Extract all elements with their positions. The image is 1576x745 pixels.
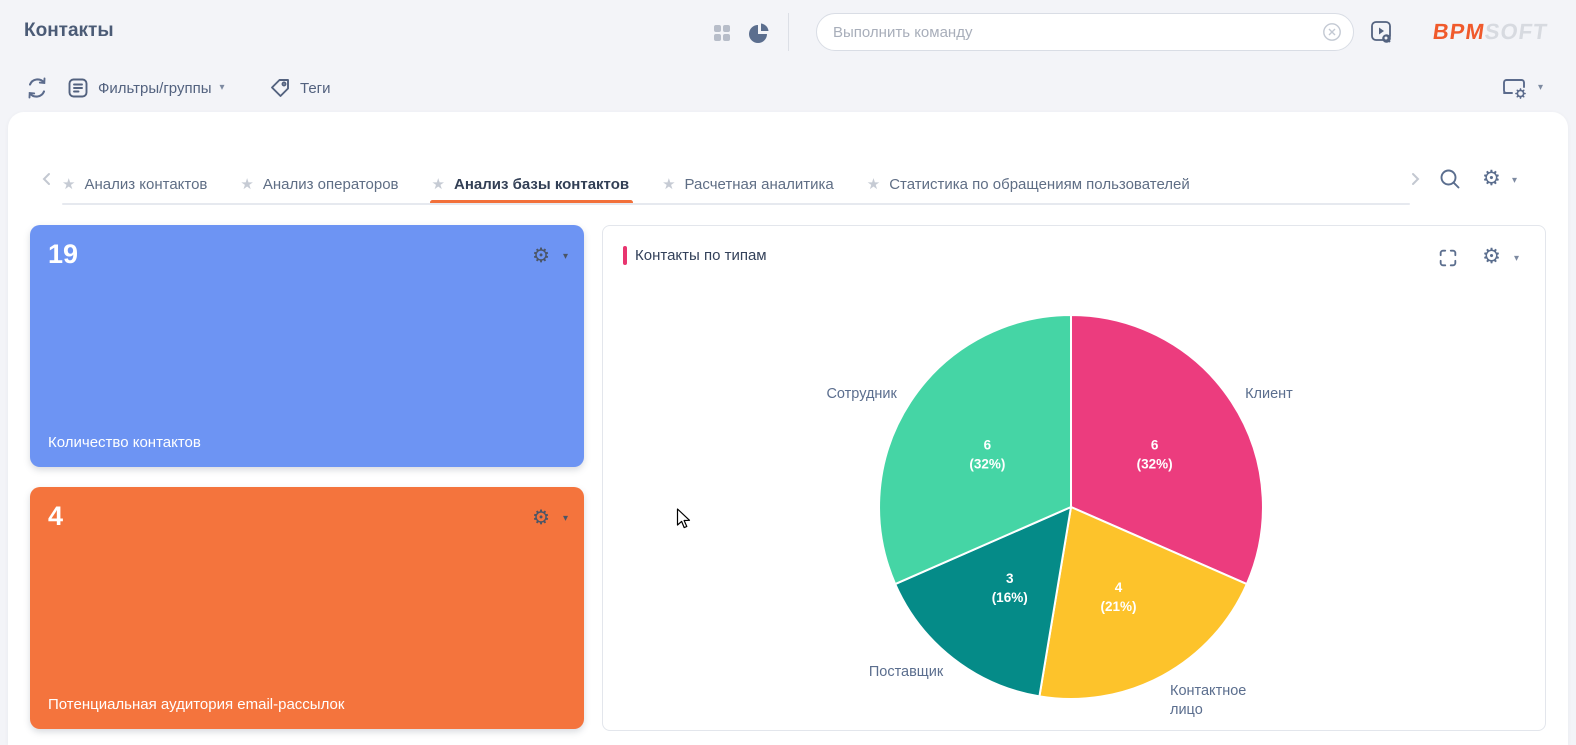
favorite-star-icon: ★ xyxy=(662,175,676,193)
favorite-star-icon: ★ xyxy=(866,175,881,193)
favorite-star-icon: ★ xyxy=(240,175,254,193)
tab-contacts-analysis[interactable]: ★ Анализ контактов xyxy=(62,164,207,205)
pie-slice-4[interactable] xyxy=(878,314,1072,586)
chevron-down-icon: ▾ xyxy=(219,82,225,93)
tag-icon xyxy=(268,76,292,100)
tags-label: Теги xyxy=(300,79,331,97)
refresh-glyph xyxy=(28,77,46,99)
pie-chart-view-icon[interactable] xyxy=(746,20,772,46)
pie-category-label: Поставщик xyxy=(869,664,944,680)
clear-command-icon[interactable] xyxy=(1321,21,1343,43)
pie-value-label: 6 (32%) xyxy=(1137,437,1173,471)
metric-label: Количество контактов xyxy=(48,434,201,451)
favorite-star-icon: ★ xyxy=(62,175,76,193)
view-settings-button[interactable]: ▾ xyxy=(1500,72,1543,104)
expand-glyph xyxy=(1439,249,1457,267)
tabs-scroll-right-icon[interactable] xyxy=(1406,170,1424,188)
grid-glyph xyxy=(714,25,730,41)
pie-category-label: Клиент xyxy=(1245,386,1293,402)
metric-card-contacts-count[interactable]: 19 ⚙ ▾ Количество контактов xyxy=(30,225,584,467)
chevron-down-icon: ▾ xyxy=(1538,82,1544,93)
mouse-cursor xyxy=(676,508,691,529)
metric-card-email-audience[interactable]: 4 ⚙ ▾ Потенциальная аудитория email-расс… xyxy=(30,487,584,729)
chart-settings-gear-icon[interactable]: ⚙ xyxy=(1482,244,1501,268)
pie-value-label: 3 (16%) xyxy=(992,571,1028,605)
chevron-left-glyph xyxy=(42,173,50,185)
tabs-underline-track xyxy=(62,203,1410,205)
chevron-right-glyph xyxy=(1412,173,1420,185)
tab-operators-analysis[interactable]: ★ Анализ операторов xyxy=(240,164,398,205)
tab-label: Анализ базы контактов xyxy=(453,176,630,193)
clear-glyph xyxy=(1323,23,1341,41)
expand-fullscreen-icon[interactable] xyxy=(1437,247,1459,269)
command-input[interactable] xyxy=(833,23,1321,41)
pie-slice-3[interactable] xyxy=(894,506,1072,698)
logo-soft: SOFT xyxy=(1483,19,1550,44)
tab-label: Расчетная аналитика xyxy=(684,176,834,193)
pie-chart: 6 (32%) Клиент 4 (21%) Контактное лицо 3 (16%) По… xyxy=(826,314,1293,718)
chevron-down-icon[interactable]: ▾ xyxy=(562,251,568,262)
chart-panel-contacts-by-type: Контакты по типам ⚙ ▾ 6 (32%) Клиент 4 (21%)… xyxy=(602,225,1546,731)
filters-groups-label: Фильтры/группы xyxy=(98,79,212,97)
tab-user-requests-statistics[interactable]: ★ Статистика по обращениям пользователей xyxy=(867,164,1190,205)
display-settings-glyph xyxy=(1503,79,1526,99)
refresh-button[interactable] xyxy=(24,74,52,102)
metric-label: Потенциальная аудитория email-рассылок xyxy=(48,696,345,713)
grid-view-icon[interactable] xyxy=(710,21,734,45)
tab-label: Анализ контактов xyxy=(84,176,208,193)
widget-settings-gear-icon[interactable]: ⚙ xyxy=(532,243,550,267)
dashboard-search-icon[interactable] xyxy=(1438,167,1462,191)
filters-glyph xyxy=(68,78,88,98)
metric-value: 4 xyxy=(48,501,64,531)
tag-glyph xyxy=(271,79,289,97)
filters-groups-button[interactable]: Фильтры/группы ▾ xyxy=(66,74,225,102)
tab-label: Анализ операторов xyxy=(262,176,399,193)
chart-title: Контакты по типам xyxy=(635,247,767,264)
pie-value-label: 4 (21%) xyxy=(1100,580,1136,614)
chevron-down-icon[interactable]: ▾ xyxy=(1512,175,1518,186)
chevron-down-icon[interactable]: ▾ xyxy=(1513,253,1519,264)
widget-settings-gear-icon[interactable]: ⚙ xyxy=(532,505,550,529)
pie-category-label: Контактное лицо xyxy=(1170,683,1246,718)
chevron-down-icon[interactable]: ▾ xyxy=(562,513,568,524)
tab-contacts-db-analysis[interactable]: ★ Анализ базы контактов xyxy=(429,164,633,205)
tab-label: Статистика по обращениям пользователей xyxy=(889,176,1190,193)
page-title: Контакты xyxy=(24,20,114,41)
bpmsoft-logo: BPMSOFT xyxy=(1432,19,1550,45)
pie-value-label: 6 (32%) xyxy=(969,437,1005,471)
filters-icon xyxy=(66,76,90,100)
tab-calculated-analytics[interactable]: ★ Расчетная аналитика xyxy=(662,164,834,205)
display-settings-icon xyxy=(1500,74,1530,102)
search-glyph xyxy=(1440,169,1460,189)
pie-slice-1[interactable] xyxy=(1070,314,1264,586)
tabs-scroll-left-icon[interactable] xyxy=(38,170,56,188)
command-bar xyxy=(816,13,1354,51)
run-process-icon[interactable] xyxy=(1366,17,1396,47)
pie-slice-2[interactable] xyxy=(1038,506,1248,700)
pie-glyph xyxy=(749,23,769,43)
chart-accent-bar xyxy=(623,246,627,265)
dashboard-settings-gear-icon[interactable]: ⚙ xyxy=(1482,166,1501,190)
run-process-glyph xyxy=(1371,21,1391,43)
favorite-star-icon: ★ xyxy=(431,175,445,193)
metric-value: 19 xyxy=(48,239,79,269)
pie-category-label: Сотрудник xyxy=(826,386,897,402)
tabs: ★ Анализ контактов ★ Анализ операторов ★ Анал… xyxy=(62,164,1223,205)
logo-bpm: BPM xyxy=(1431,19,1488,44)
tags-button[interactable]: Теги xyxy=(268,74,331,102)
header-divider xyxy=(788,13,789,51)
